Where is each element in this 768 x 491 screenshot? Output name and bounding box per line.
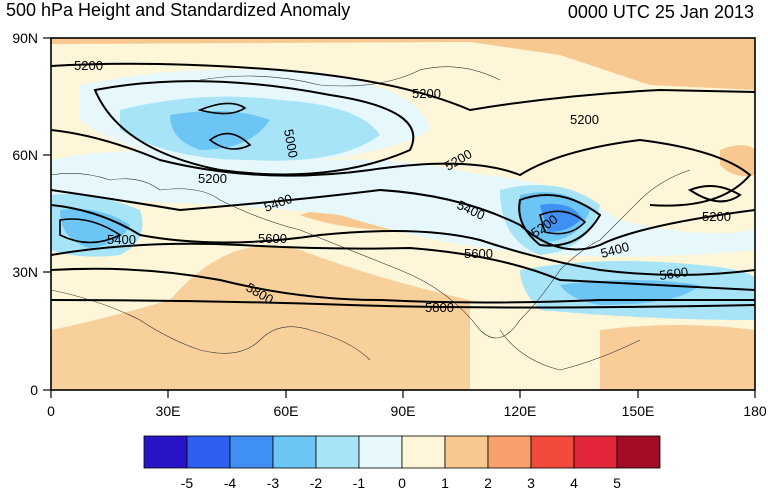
map-timestamp: 0000 UTC 25 Jan 2013 bbox=[567, 2, 754, 22]
lat-label-30n: 30N bbox=[12, 264, 38, 280]
colorbar-swatch bbox=[444, 435, 489, 469]
lon-label-150e: 150E bbox=[622, 403, 655, 419]
colorbar-swatch bbox=[358, 435, 403, 469]
colorbar-label: 2 bbox=[484, 475, 492, 491]
contour-label: 5000 bbox=[281, 128, 301, 159]
colorbar-swatch bbox=[573, 435, 618, 469]
contour-label: 5600 bbox=[464, 246, 493, 261]
colorbar-label: 3 bbox=[527, 475, 535, 491]
colorbar-swatch bbox=[487, 435, 532, 469]
colorbar-label: 1 bbox=[441, 475, 449, 491]
contour-label: 5600 bbox=[658, 264, 689, 283]
contour-label: 5200 bbox=[198, 171, 227, 186]
colorbar-swatch bbox=[401, 435, 446, 469]
lon-label-0: 0 bbox=[47, 403, 55, 419]
contour-label: 5200 bbox=[74, 58, 103, 73]
lon-label-60e: 60E bbox=[274, 403, 299, 419]
contour-label: 5800 bbox=[425, 300, 454, 315]
colorbar-swatch bbox=[272, 435, 317, 469]
colorbar-swatch bbox=[229, 435, 274, 469]
colorbar-label: -3 bbox=[267, 475, 280, 491]
colorbar-label: -5 bbox=[181, 475, 194, 491]
lon-label-120e: 120E bbox=[504, 403, 537, 419]
lat-label-90n: 90N bbox=[12, 30, 38, 46]
colorbar-swatch bbox=[315, 435, 360, 469]
contour-label: 5200 bbox=[702, 209, 731, 224]
colorbar-swatch bbox=[616, 435, 661, 469]
axis-ticks bbox=[43, 37, 756, 398]
lon-label-30e: 30E bbox=[156, 403, 181, 419]
lon-label-180: 180 bbox=[743, 403, 767, 419]
contour-label: 5400 bbox=[599, 239, 631, 261]
colorbar-label: 5 bbox=[613, 475, 621, 491]
colorbar-swatch bbox=[143, 435, 188, 469]
coastlines bbox=[51, 66, 691, 371]
colorbar: -5 -4 -3 -2 -1 0 1 2 3 4 5 bbox=[143, 435, 661, 491]
lon-label-90e: 90E bbox=[391, 403, 416, 419]
contour-label: 5200 bbox=[412, 86, 441, 101]
contour-label: 5600 bbox=[258, 231, 287, 246]
colorbar-label: 0 bbox=[398, 475, 406, 491]
lat-label-60n: 60N bbox=[12, 147, 38, 163]
colorbar-swatch bbox=[530, 435, 575, 469]
colorbar-swatch bbox=[186, 435, 231, 469]
lat-label-0: 0 bbox=[30, 382, 38, 398]
map-title: 500 hPa Height and Standardized Anomaly bbox=[6, 0, 351, 20]
colorbar-label: -2 bbox=[310, 475, 323, 491]
contour-label: 5400 bbox=[107, 232, 136, 247]
colorbar-label: -1 bbox=[353, 475, 366, 491]
height-contours bbox=[51, 62, 755, 309]
colorbar-label: -4 bbox=[224, 475, 237, 491]
contour-label: 5200 bbox=[570, 112, 599, 127]
contour-labels: 5200 5200 5200 5200 5200 5200 5000 5400 … bbox=[74, 58, 731, 315]
colorbar-label: 4 bbox=[570, 475, 578, 491]
